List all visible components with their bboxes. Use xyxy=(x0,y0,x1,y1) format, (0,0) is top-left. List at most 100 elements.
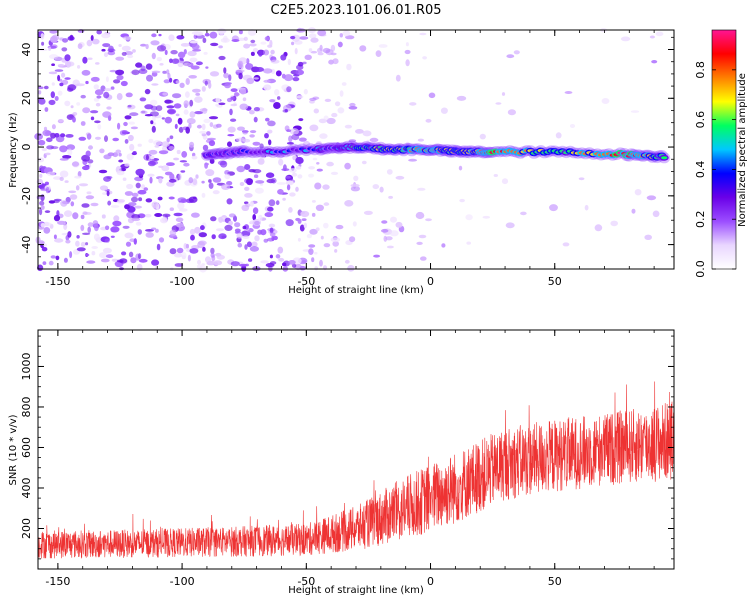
speckle xyxy=(324,98,332,102)
speckle xyxy=(309,228,318,235)
speckle xyxy=(155,228,159,233)
speckle xyxy=(169,135,174,140)
speckle xyxy=(111,258,119,262)
speckle xyxy=(361,160,367,165)
speckle xyxy=(204,32,210,37)
speckle xyxy=(175,217,184,223)
speckle xyxy=(313,108,319,114)
speckle xyxy=(244,244,248,250)
speckle xyxy=(210,216,217,222)
speckle xyxy=(332,58,339,65)
speckle xyxy=(223,72,230,79)
speckle xyxy=(273,102,281,109)
speckle xyxy=(150,155,155,160)
speckle xyxy=(269,261,277,265)
speckle xyxy=(253,77,259,80)
speckle xyxy=(209,71,220,77)
speckle xyxy=(418,234,427,239)
speckle xyxy=(195,61,203,66)
speckle xyxy=(346,63,352,71)
speckle xyxy=(144,104,154,110)
speckle xyxy=(81,69,91,76)
speckle xyxy=(277,189,284,195)
speckle xyxy=(227,126,236,133)
speckle xyxy=(151,201,159,209)
speckle xyxy=(187,254,191,262)
speckle xyxy=(168,178,177,183)
speckle xyxy=(202,144,209,151)
speckle xyxy=(77,65,81,69)
speckle xyxy=(115,69,125,76)
x-tick-label: -100 xyxy=(170,275,195,288)
speckle xyxy=(171,58,180,64)
speckle xyxy=(284,74,293,82)
speckle xyxy=(129,143,135,151)
speckle xyxy=(107,50,116,56)
speckle xyxy=(383,235,388,242)
speckle xyxy=(110,205,120,208)
speckle xyxy=(389,230,399,237)
speckle xyxy=(285,175,291,179)
speckle xyxy=(395,221,403,228)
speckle xyxy=(189,228,196,236)
speckle xyxy=(319,44,323,52)
speckle xyxy=(148,138,154,144)
speckle xyxy=(630,110,640,113)
speckle xyxy=(244,186,250,191)
speckle xyxy=(166,181,175,187)
speckle xyxy=(323,222,329,229)
speckle xyxy=(282,197,286,201)
speckle xyxy=(57,64,65,67)
speckle xyxy=(243,43,251,49)
speckle xyxy=(310,37,319,43)
speckle xyxy=(80,94,86,99)
speckle xyxy=(291,263,297,268)
speckle xyxy=(137,143,142,147)
speckle xyxy=(417,138,424,142)
speckle xyxy=(127,134,134,142)
speckle xyxy=(87,222,94,227)
speckle xyxy=(155,105,163,112)
speckle xyxy=(316,168,323,172)
speckle xyxy=(316,141,322,145)
speckle xyxy=(247,29,257,36)
speckle xyxy=(101,214,106,219)
speckle xyxy=(230,88,238,92)
speckle xyxy=(144,213,152,218)
spectrogram-x-axis-label: Height of straight line (km) xyxy=(288,285,424,296)
speckle xyxy=(350,183,360,188)
speckle xyxy=(344,162,351,170)
speckle xyxy=(314,266,319,271)
speckle xyxy=(117,199,126,203)
spectrogram-ridge xyxy=(200,140,671,164)
speckle xyxy=(179,208,188,212)
colorbar-tick-label: 0.4 xyxy=(694,161,707,179)
speckle xyxy=(131,196,138,203)
speckle xyxy=(86,191,92,195)
x-tick-label: -150 xyxy=(45,575,70,588)
speckle xyxy=(123,121,128,127)
y-tick-label: 0 xyxy=(20,144,33,151)
speckle xyxy=(87,57,93,60)
speckle xyxy=(181,252,187,259)
speckle xyxy=(269,39,273,47)
speckle xyxy=(95,102,101,107)
speckle xyxy=(150,40,160,46)
speckle xyxy=(179,160,188,163)
speckle xyxy=(139,97,147,102)
speckle xyxy=(145,154,149,161)
speckle xyxy=(191,155,198,160)
speckle xyxy=(102,192,108,196)
speckle xyxy=(275,254,281,259)
speckle xyxy=(189,111,196,118)
speckle xyxy=(65,134,74,138)
speckle xyxy=(192,49,202,52)
speckle xyxy=(201,180,205,184)
speckle xyxy=(218,55,226,61)
speckle xyxy=(339,90,344,97)
speckle xyxy=(285,180,294,186)
speckle xyxy=(287,58,291,66)
speckle xyxy=(349,236,356,243)
speckle xyxy=(158,150,169,155)
speckle xyxy=(118,152,122,157)
